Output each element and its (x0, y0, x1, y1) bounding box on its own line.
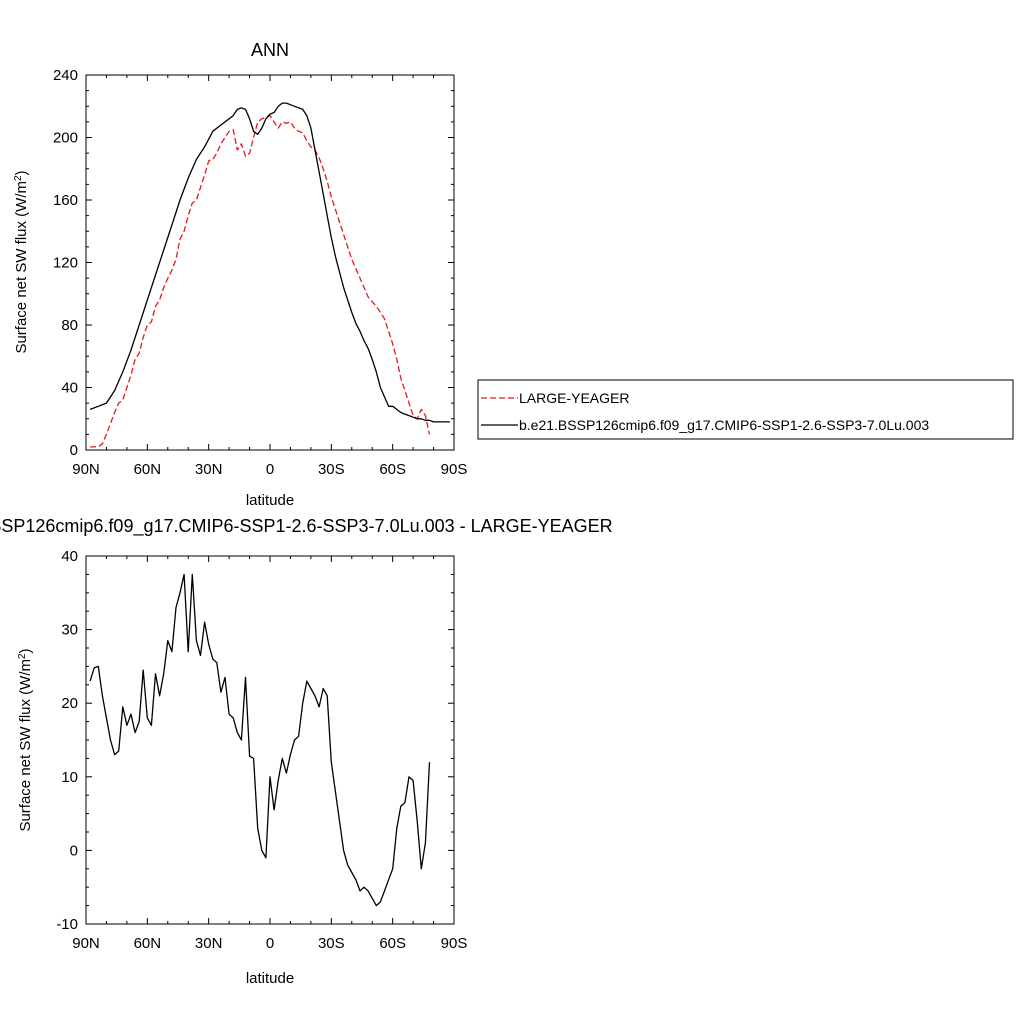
bottom-panel: b.e21.BSSP126cmip6.f09_g17.CMIP6-SSP1-2.… (0, 516, 613, 987)
x-tick-label: 60N (134, 935, 162, 952)
x-tick-label: 60S (379, 461, 406, 478)
legend-label-large-yeager: LARGE-YEAGER (519, 390, 629, 406)
y-axis-label-text: Surface net SW flux (W/m (13, 181, 30, 354)
series-line-1 (89, 102, 450, 423)
chart-title: b.e21.BSSP126cmip6.f09_g17.CMIP6-SSP1-2.… (0, 516, 613, 537)
x-tick-label: 90N (72, 935, 100, 952)
y-tick-label: 40 (61, 380, 78, 397)
plot-frame (85, 74, 455, 451)
legend-label-bssp126: b.e21.BSSP126cmip6.f09_g17.CMIP6-SSP1-2.… (519, 417, 929, 433)
tick-labels: 90N 60N 30N 0 30S 60S 90S -10 0 10 20 30 40 (56, 548, 467, 952)
series-line-0 (90, 114, 431, 448)
x-tick-label: 60N (134, 461, 162, 478)
x-tick-label: 60S (379, 935, 406, 952)
y-tick-label: 120 (53, 255, 78, 272)
y-tick-label: 30 (61, 622, 78, 639)
y-tick-label: 80 (61, 317, 78, 334)
legend-box (477, 379, 1014, 440)
plot-frame (85, 555, 455, 925)
x-tick-label: 90S (441, 935, 468, 952)
chart-title: ANN (251, 40, 289, 60)
x-tick-label: 90N (72, 461, 100, 478)
tick-labels: 90N 60N 30N 0 30S 60S 90S 0 40 80 120 160 200 240 (53, 67, 467, 478)
y-axis-label-superscript: 2 (17, 653, 28, 659)
y-tick-label: 160 (53, 192, 78, 209)
series-line-0 (89, 573, 431, 907)
x-tick-label: 30S (318, 935, 345, 952)
y-tick-label: -10 (56, 916, 78, 933)
y-tick-label: 240 (53, 67, 78, 84)
y-axis-label-text: Surface net SW flux (W/m (17, 659, 34, 832)
y-tick-label: 40 (61, 548, 78, 565)
y-axis-label-superscript: 2 (13, 175, 24, 181)
y-tick-label: 0 (70, 442, 78, 459)
x-tick-label: 30N (195, 461, 223, 478)
x-tick-label: 90S (441, 461, 468, 478)
tick-marks (85, 555, 455, 925)
y-tick-label: 10 (61, 769, 78, 786)
y-tick-label: 0 (70, 842, 78, 859)
x-tick-label: 0 (266, 935, 274, 952)
top-panel: ANN 90N 60N 30N 0 30S 60S 90S 0 40 80 120 160 200 240… (13, 40, 1014, 509)
x-axis-label: latitude (246, 970, 294, 987)
series-lines (89, 573, 431, 907)
x-tick-label: 0 (266, 461, 274, 478)
tick-marks (85, 74, 455, 451)
x-axis-label: latitude (246, 492, 294, 509)
x-tick-label: 30S (318, 461, 345, 478)
series-lines (89, 102, 450, 448)
y-axis-label-close: ) (13, 170, 30, 175)
y-axis-label: Surface net SW flux (W/m2) (13, 170, 31, 353)
x-tick-label: 30N (195, 935, 223, 952)
y-axis-label: Surface net SW flux (W/m2) (17, 648, 35, 831)
y-tick-label: 200 (53, 130, 78, 147)
legend: LARGE-YEAGER b.e21.BSSP126cmip6.f09_g17.… (477, 379, 1014, 440)
y-tick-label: 20 (61, 695, 78, 712)
y-axis-label-close: ) (17, 648, 34, 653)
